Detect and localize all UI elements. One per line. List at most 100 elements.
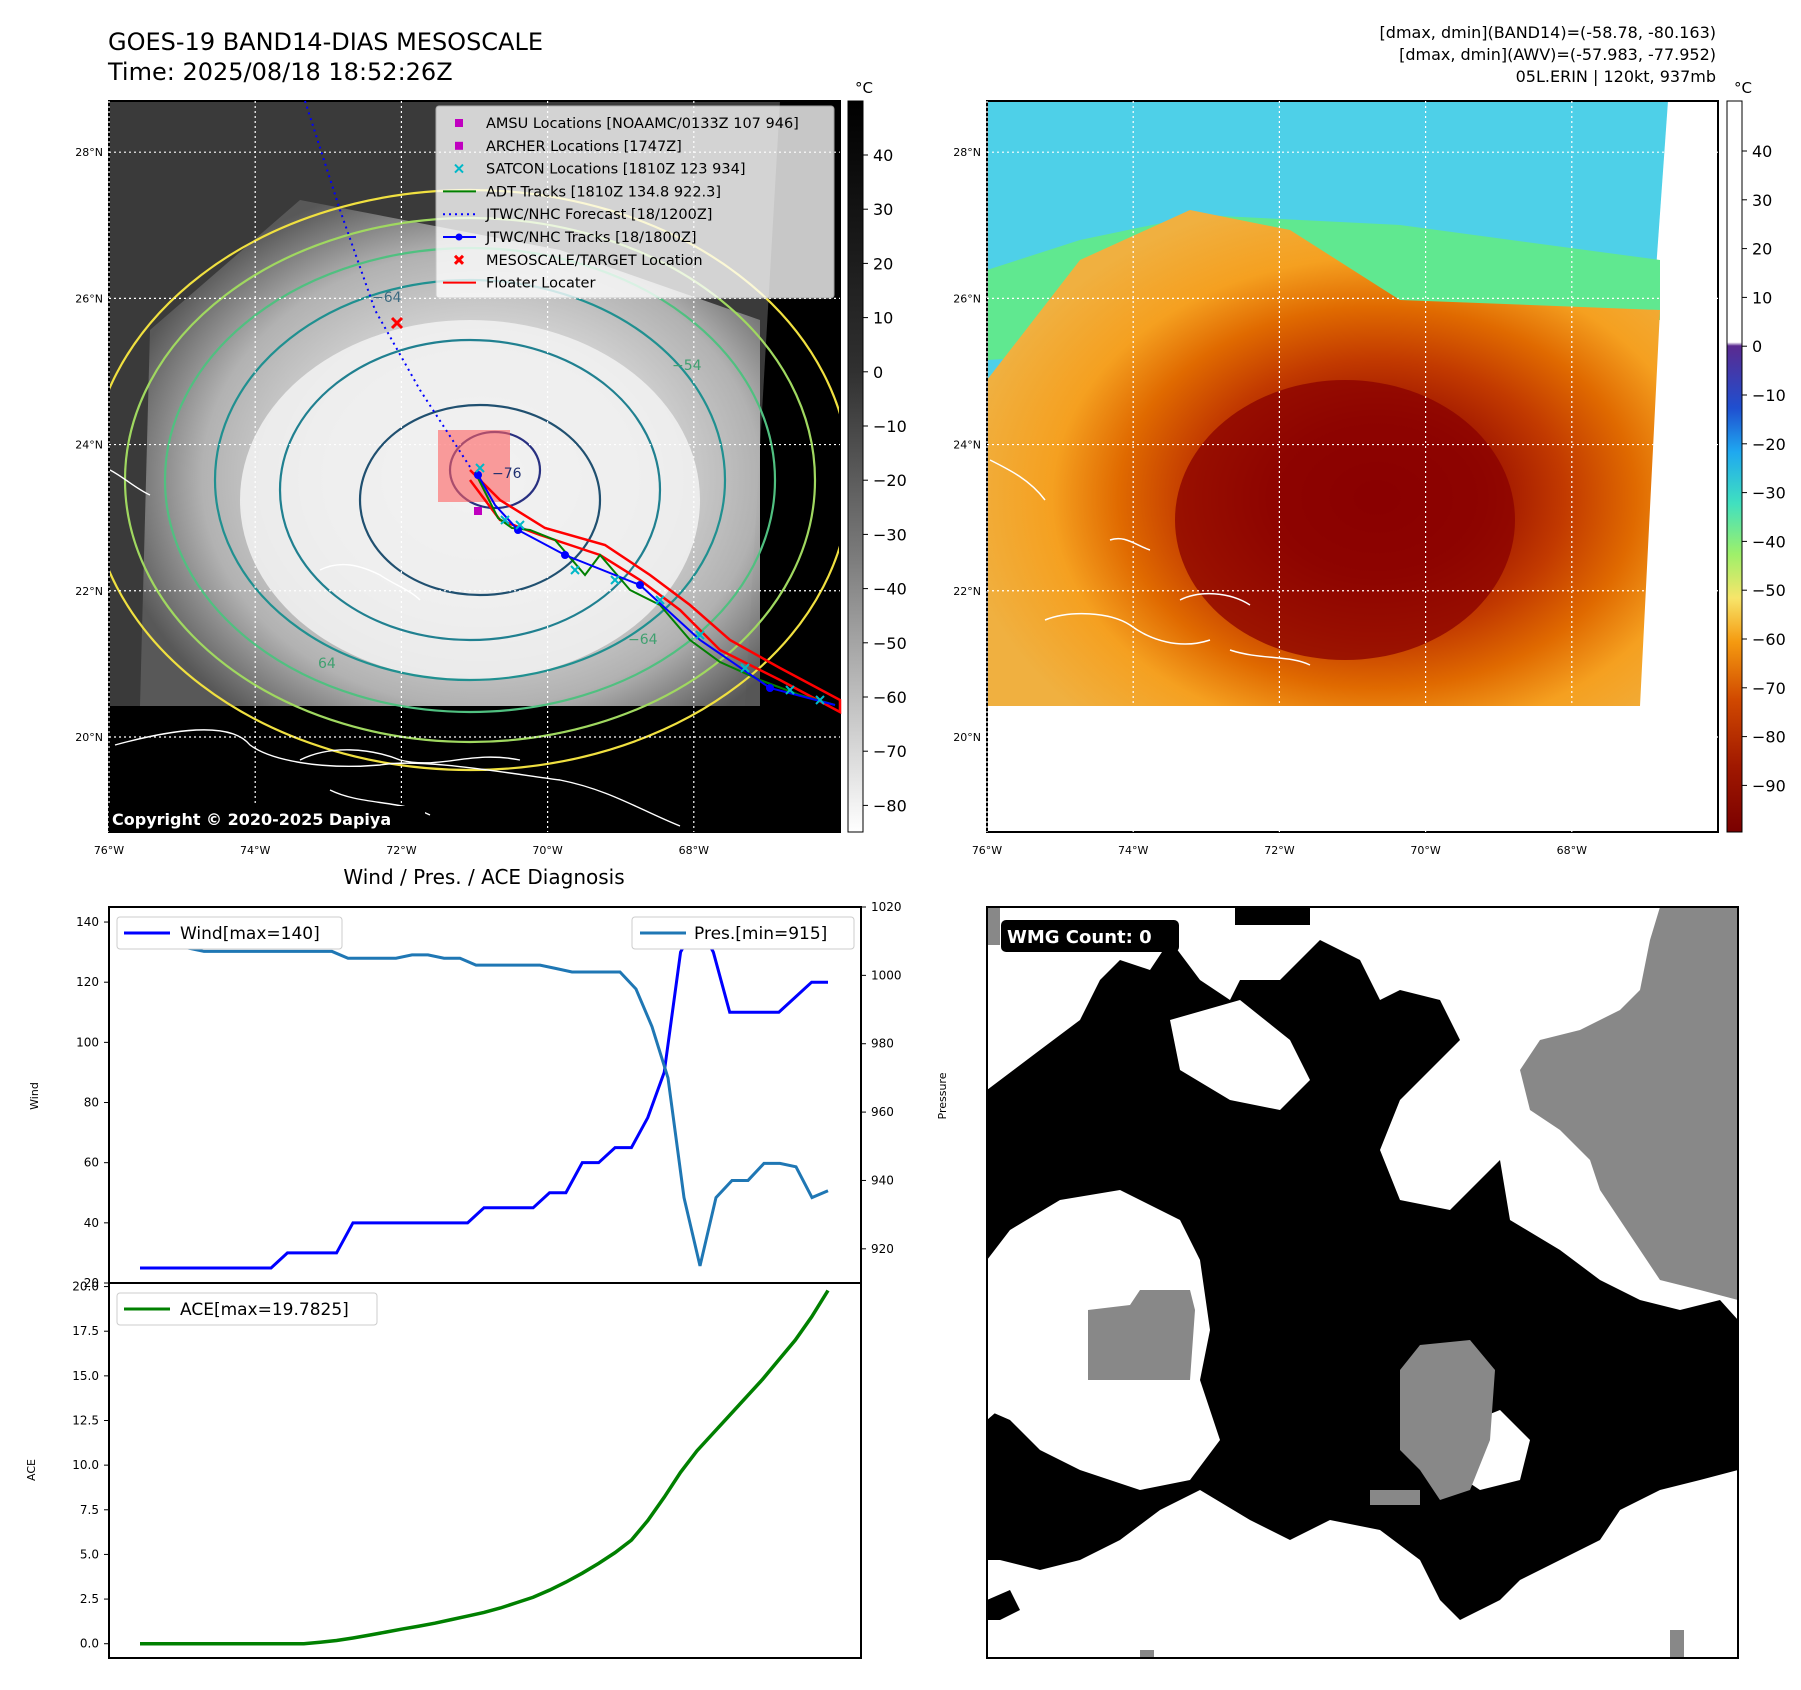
legend-label: JTWC/NHC Tracks [18/1800Z] xyxy=(485,230,697,246)
chart-title: Wind / Pres. / ACE Diagnosis xyxy=(343,865,624,889)
lon-tick-label: 76°W xyxy=(972,844,1002,857)
lat-tick-label: 22°N xyxy=(953,585,981,598)
colorbar-tick-label: −20 xyxy=(873,471,907,490)
colorbar-tick-label: 30 xyxy=(1752,191,1772,210)
ir-map-panel: 28°N 26°N 24°N 22°N 20°N 76°W 74°W 72°W 70°W 68°W… xyxy=(75,100,842,857)
legend-marker-square xyxy=(455,141,463,150)
legend-item: MESOSCALE/TARGET Location xyxy=(453,253,703,269)
ace-tick-label: 5.0 xyxy=(80,1547,99,1561)
satcon-marker xyxy=(500,515,510,525)
legend-item: ADT Tracks [1810Z 134.8 922.3] xyxy=(443,184,721,200)
pressure-tick-label: 1020 xyxy=(871,900,902,914)
contour-label: −64 xyxy=(628,632,658,648)
color-ir-map-panel: 28°N 26°N 24°N 22°N 20°N 76°W 74°W 72°W 70°W 68°W xyxy=(953,100,1719,857)
stats-band14: [dmax, dmin](BAND14)=(-58.78, -80.163) xyxy=(1380,23,1716,42)
wind-pressure-chart: Wind / Pres. / ACE Diagnosis Wind Pressu… xyxy=(28,865,949,1290)
wmg-gray-regions xyxy=(987,907,1738,1658)
gray-colorbar: °C 40 30 20 10 0 −10 −20 −30 −40 −50 −60 −70 −80 xyxy=(847,79,907,833)
lon-tick-label: 68°W xyxy=(1557,844,1587,857)
ace-tick-label: 17.5 xyxy=(72,1324,99,1338)
legend-label: ADT Tracks [1810Z 134.8 922.3] xyxy=(486,184,721,200)
legend-marker-square xyxy=(455,119,463,127)
legend-item: Floater Locater xyxy=(443,276,595,292)
wind-legend: Wind[max=140] xyxy=(116,916,343,950)
color-map-gridlines: 28°N 26°N 24°N 22°N 20°N 76°W 74°W 72°W 70°W 68°W xyxy=(953,101,1718,857)
lon-tick-label: 76°W xyxy=(94,844,124,857)
lon-tick-label: 70°W xyxy=(532,844,562,857)
colorbar-tick-label: 40 xyxy=(1752,142,1772,161)
ace-legend: ACE[max=19.7825] xyxy=(116,1292,378,1326)
colorbar-tick-label: 20 xyxy=(1752,240,1772,259)
colorbar-tick-label: −10 xyxy=(1752,386,1786,405)
legend-label-pressure: Pres.[min=915] xyxy=(694,924,827,944)
copyright: Copyright © 2020-2025 Dapiya xyxy=(112,810,391,829)
colorbar-tick-label: 0 xyxy=(1752,337,1762,356)
contour-label: 64 xyxy=(318,656,336,672)
ir-map-gridlines: 28°N 26°N 24°N 22°N 20°N 76°W 74°W 72°W 70°W 68°W xyxy=(75,101,840,857)
copyright-box xyxy=(109,806,425,832)
legend-marker-x xyxy=(453,254,465,265)
color-storm-core xyxy=(1175,380,1515,660)
colorbar-tick-label: −80 xyxy=(1752,728,1786,747)
satcon-marker xyxy=(570,565,580,575)
lat-tick-label: 26°N xyxy=(75,292,103,305)
ace-tick-label: 20.0 xyxy=(72,1280,99,1294)
colorbar-tick-label: −30 xyxy=(873,525,907,544)
color-coastlines xyxy=(989,459,1311,666)
wind-tick-label: 140 xyxy=(76,915,99,929)
legend-label: SATCON Locations [1810Z 123 934] xyxy=(486,162,745,178)
colorbar-tick-label: −50 xyxy=(1752,581,1786,600)
satcon-marker xyxy=(695,630,705,640)
contour-label: −76 xyxy=(492,466,522,482)
colorbar-tick-label: −80 xyxy=(873,796,907,815)
ace-tick-label: 7.5 xyxy=(80,1503,99,1517)
legend-item: AMSU Locations [NOAAMC/0133Z 107 946] xyxy=(455,116,799,132)
satcon-marker xyxy=(475,463,485,473)
map-legend: AMSU Locations [NOAAMC/0133Z 107 946] ARC… xyxy=(435,105,835,299)
colorbar-tick-label: −20 xyxy=(1752,435,1786,454)
mesoscale-target-box xyxy=(438,430,510,502)
lat-tick-label: 26°N xyxy=(953,292,981,305)
figure-time: Time: 2025/08/18 18:52:26Z xyxy=(107,58,453,86)
ace-tick-label: 0.0 xyxy=(80,1637,99,1651)
lat-tick-label: 28°N xyxy=(953,146,981,159)
lon-tick-label: 72°W xyxy=(1264,844,1294,857)
colorbar-tick-label: 10 xyxy=(873,309,893,328)
colorbar-tick-label: −70 xyxy=(1752,679,1786,698)
colorbar-tick-label: −60 xyxy=(1752,630,1786,649)
pressure-tick-label: 960 xyxy=(871,1105,894,1119)
satcon-marker xyxy=(610,575,620,585)
ace-tick-label: 12.5 xyxy=(72,1414,99,1428)
satcon-marker xyxy=(740,663,750,673)
lon-tick-label: 74°W xyxy=(240,844,270,857)
legend-marker-x xyxy=(454,163,464,174)
wind-tick-label: 80 xyxy=(84,1096,99,1110)
pressure-tick-label: 920 xyxy=(871,1242,894,1256)
lon-tick-label: 72°W xyxy=(386,844,416,857)
wmg-count-badge xyxy=(1001,920,1179,952)
best-track-point xyxy=(766,684,774,692)
pressure-tick-label: 1000 xyxy=(871,968,902,982)
satcon-marker xyxy=(515,520,525,530)
ace-tick-label: 10.0 xyxy=(72,1458,99,1472)
storm-info: 05L.ERIN | 120kt, 937mb xyxy=(1516,67,1716,86)
legend-label-wind: Wind[max=140] xyxy=(180,924,320,944)
wmg-frame xyxy=(986,906,1739,1659)
legend-box xyxy=(116,916,343,950)
pressure-series-line xyxy=(140,926,829,1267)
contour-label: −64 xyxy=(372,290,402,306)
lat-tick-label: 20°N xyxy=(75,731,103,744)
best-track-points xyxy=(474,471,774,692)
best-track-point xyxy=(636,581,644,589)
satcon-marker xyxy=(785,685,795,695)
legend-box xyxy=(435,105,835,299)
gray-colorbar-fill xyxy=(847,100,864,833)
lat-tick-label: 22°N xyxy=(75,585,103,598)
color-colorbar: °C 40 30 20 10 0 −10 −20 −30 −40 −50 −60 −70 −80 −90 xyxy=(1726,79,1786,833)
legend-label: Floater Locater xyxy=(486,276,595,292)
best-track-point xyxy=(474,471,482,479)
wind-tick-label: 40 xyxy=(84,1216,99,1230)
legend-label: AMSU Locations [NOAAMC/0133Z 107 946] xyxy=(486,116,799,132)
legend-label: MESOSCALE/TARGET Location xyxy=(486,253,703,269)
best-track xyxy=(477,474,836,706)
